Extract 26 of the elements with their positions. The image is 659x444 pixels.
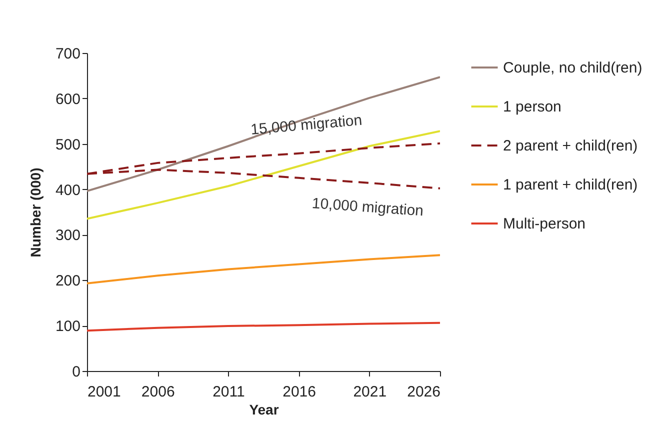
y-tick-label: 0 — [72, 364, 80, 380]
y-tick-label: 500 — [55, 136, 80, 154]
annotation: 15,000 migration — [250, 112, 363, 138]
y-tick-label: 400 — [55, 182, 80, 199]
y-tick-label: 200 — [55, 272, 80, 290]
y-tick-label: 300 — [55, 227, 80, 244]
x-tick-label: 2001 — [88, 384, 121, 400]
x-tick-label: 2026 — [407, 384, 440, 400]
x-tick-label: 2011 — [212, 384, 245, 400]
legend-label: Multi-person — [503, 216, 586, 232]
line-series — [87, 254, 440, 284]
x-tick-label: 2016 — [282, 384, 316, 400]
x-axis-title: Year — [249, 402, 280, 418]
legend-label: Couple, no child(ren) — [503, 60, 642, 76]
y-tick-label: 100 — [55, 318, 80, 336]
annotation: 10,000 migration — [311, 194, 424, 220]
y-tick-label: 600 — [55, 90, 80, 108]
x-tick-label: 2006 — [141, 384, 175, 400]
y-tick-label: 700 — [55, 46, 80, 62]
line-series — [87, 76, 440, 192]
legend-label: 2 parent + child(ren) — [503, 138, 638, 154]
legend-label: 1 person — [503, 98, 562, 116]
line-series — [87, 322, 440, 332]
y-axis-title: Number (000) — [27, 168, 44, 258]
legend-label: 1 parent + child(ren) — [503, 176, 638, 194]
x-tick-label: 2021 — [353, 384, 387, 400]
